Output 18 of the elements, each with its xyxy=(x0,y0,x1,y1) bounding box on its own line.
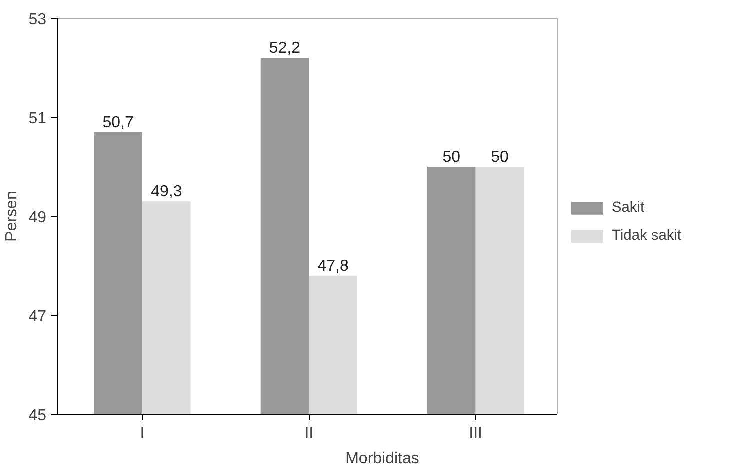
data-label: 50,7 xyxy=(102,114,134,132)
data-label: 50 xyxy=(442,149,461,166)
y-tick-label: 53 xyxy=(28,12,47,28)
y-tick-label: 47 xyxy=(28,308,47,326)
legend-label: Tidak sakit xyxy=(612,228,682,244)
x-tick-label: III xyxy=(469,426,483,442)
y-axis-title: Persen xyxy=(4,191,21,242)
x-axis-title: Morbiditas xyxy=(346,450,420,468)
data-label: 52,2 xyxy=(269,40,301,58)
y-tick-label: 51 xyxy=(28,110,47,128)
data-label: 50 xyxy=(491,149,509,166)
data-label: 49,3 xyxy=(151,184,182,201)
y-tick-label: 49 xyxy=(28,210,47,226)
y-tick-label: 45 xyxy=(28,408,47,424)
data-label: 47,8 xyxy=(318,258,350,275)
x-tick-label: I xyxy=(140,426,145,442)
legend-label: Sakit xyxy=(612,200,645,216)
x-tick-label: II xyxy=(304,426,314,442)
